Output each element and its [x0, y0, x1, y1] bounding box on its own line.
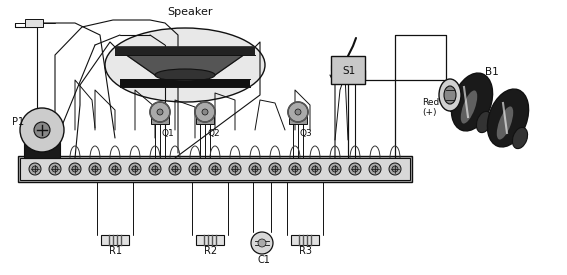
Circle shape: [312, 166, 318, 172]
Circle shape: [292, 166, 298, 172]
Circle shape: [289, 163, 301, 175]
Circle shape: [288, 102, 308, 122]
Circle shape: [29, 163, 41, 175]
Circle shape: [169, 163, 181, 175]
Circle shape: [209, 163, 221, 175]
Bar: [18, 156, 412, 182]
Ellipse shape: [488, 89, 528, 147]
Text: R2: R2: [204, 246, 217, 256]
Circle shape: [157, 109, 163, 115]
Circle shape: [309, 163, 321, 175]
Circle shape: [32, 166, 38, 172]
Circle shape: [149, 163, 161, 175]
Circle shape: [295, 109, 301, 115]
Circle shape: [372, 166, 378, 172]
Ellipse shape: [451, 73, 493, 131]
Bar: [196, 112, 214, 124]
Bar: [196, 235, 224, 245]
Bar: [151, 112, 169, 124]
Circle shape: [152, 166, 158, 172]
Circle shape: [195, 102, 215, 122]
Ellipse shape: [476, 111, 492, 133]
Circle shape: [212, 166, 218, 172]
Circle shape: [69, 163, 81, 175]
Text: Red
(+): Red (+): [422, 98, 439, 117]
Circle shape: [192, 166, 198, 172]
Circle shape: [249, 163, 261, 175]
Text: B1: B1: [485, 67, 499, 77]
Circle shape: [258, 239, 266, 247]
Text: R3: R3: [299, 246, 312, 256]
Bar: [101, 235, 129, 245]
Circle shape: [349, 163, 361, 175]
Circle shape: [49, 163, 61, 175]
Ellipse shape: [444, 86, 456, 104]
Bar: [331, 56, 365, 84]
Text: Speaker: Speaker: [167, 7, 213, 17]
Ellipse shape: [497, 106, 513, 140]
Bar: [120, 79, 250, 87]
Circle shape: [20, 108, 64, 152]
Circle shape: [389, 163, 401, 175]
Bar: [25, 19, 43, 27]
Circle shape: [72, 166, 78, 172]
Circle shape: [129, 163, 141, 175]
Circle shape: [112, 166, 118, 172]
Circle shape: [332, 166, 338, 172]
Bar: [24, 138, 60, 158]
Circle shape: [369, 163, 381, 175]
Circle shape: [251, 232, 273, 254]
Circle shape: [202, 109, 208, 115]
Circle shape: [150, 102, 170, 122]
Circle shape: [109, 163, 121, 175]
Circle shape: [34, 122, 50, 138]
Circle shape: [189, 163, 201, 175]
Circle shape: [272, 166, 278, 172]
Circle shape: [329, 163, 341, 175]
Bar: [115, 47, 255, 55]
Circle shape: [132, 166, 138, 172]
Bar: [289, 112, 307, 124]
Ellipse shape: [439, 79, 461, 111]
Text: Q1: Q1: [162, 129, 175, 138]
Bar: [291, 235, 319, 245]
Ellipse shape: [105, 28, 265, 102]
Text: C1: C1: [258, 255, 271, 265]
Circle shape: [232, 166, 238, 172]
Text: P1: P1: [12, 117, 24, 127]
Circle shape: [52, 166, 58, 172]
Text: R1: R1: [109, 246, 122, 256]
Text: Q3: Q3: [300, 129, 313, 138]
Circle shape: [352, 166, 358, 172]
Bar: [20, 158, 410, 180]
Text: Q2: Q2: [207, 129, 219, 138]
Circle shape: [252, 166, 258, 172]
Ellipse shape: [513, 127, 527, 148]
Polygon shape: [115, 47, 255, 75]
Ellipse shape: [461, 90, 477, 123]
Circle shape: [229, 163, 241, 175]
Circle shape: [89, 163, 101, 175]
Circle shape: [392, 166, 398, 172]
Circle shape: [92, 166, 98, 172]
Circle shape: [172, 166, 178, 172]
Text: S1: S1: [342, 66, 356, 76]
Circle shape: [269, 163, 281, 175]
Ellipse shape: [155, 69, 215, 81]
